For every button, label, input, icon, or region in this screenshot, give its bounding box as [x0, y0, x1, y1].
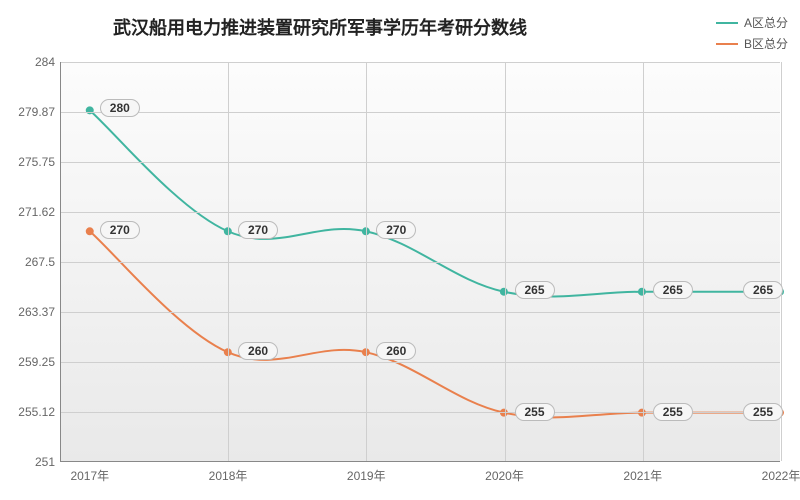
point-label: 260 — [376, 342, 416, 360]
y-tick-label: 284 — [35, 55, 61, 69]
y-tick-label: 275.75 — [18, 155, 61, 169]
gridline-v — [781, 62, 782, 461]
legend-label-a: A区总分 — [744, 14, 788, 31]
legend-swatch-a — [716, 22, 738, 24]
y-tick-label: 255.12 — [18, 405, 61, 419]
gridline-h — [61, 262, 780, 263]
y-tick-label: 279.87 — [18, 105, 61, 119]
gridline-h — [61, 162, 780, 163]
gridline-h — [61, 62, 780, 63]
x-tick-label: 2019年 — [347, 461, 386, 484]
legend-item-a: A区总分 — [716, 14, 788, 31]
point-label: 255 — [743, 403, 783, 421]
gridline-h — [61, 212, 780, 213]
point-label: 270 — [376, 221, 416, 239]
x-tick-label: 2017年 — [70, 461, 109, 484]
gridline-v — [366, 62, 367, 461]
legend: A区总分 B区总分 — [716, 14, 788, 56]
legend-item-b: B区总分 — [716, 35, 788, 52]
point-label: 255 — [515, 403, 555, 421]
y-tick-label: 267.5 — [25, 255, 61, 269]
chart-container: 武汉船用电力推进装置研究所军事学历年考研分数线 A区总分 B区总分 251255… — [0, 0, 800, 500]
data-point — [86, 227, 94, 235]
point-label: 280 — [100, 99, 140, 117]
point-label: 265 — [653, 281, 693, 299]
y-tick-label: 271.62 — [18, 205, 61, 219]
gridline-h — [61, 112, 780, 113]
point-label: 265 — [515, 281, 555, 299]
plot-area: 251255.12259.25263.37267.5271.62275.7527… — [60, 62, 780, 462]
y-tick-label: 251 — [35, 455, 61, 469]
gridline-h — [61, 362, 780, 363]
legend-label-b: B区总分 — [744, 35, 788, 52]
point-label: 260 — [238, 342, 278, 360]
x-tick-label: 2021年 — [623, 461, 662, 484]
legend-swatch-b — [716, 43, 738, 45]
chart-title: 武汉船用电力推进装置研究所军事学历年考研分数线 — [0, 14, 640, 40]
gridline-h — [61, 312, 780, 313]
point-label: 265 — [743, 281, 783, 299]
series-line — [90, 231, 780, 417]
point-label: 255 — [653, 403, 693, 421]
gridline-v — [643, 62, 644, 461]
point-label: 270 — [100, 221, 140, 239]
y-tick-label: 259.25 — [18, 355, 61, 369]
x-tick-label: 2020年 — [485, 461, 524, 484]
gridline-v — [228, 62, 229, 461]
y-tick-label: 263.37 — [18, 305, 61, 319]
x-tick-label: 2018年 — [209, 461, 248, 484]
series-line — [90, 110, 780, 296]
point-label: 270 — [238, 221, 278, 239]
data-point — [86, 106, 94, 114]
gridline-v — [505, 62, 506, 461]
x-tick-label: 2022年 — [762, 461, 800, 484]
